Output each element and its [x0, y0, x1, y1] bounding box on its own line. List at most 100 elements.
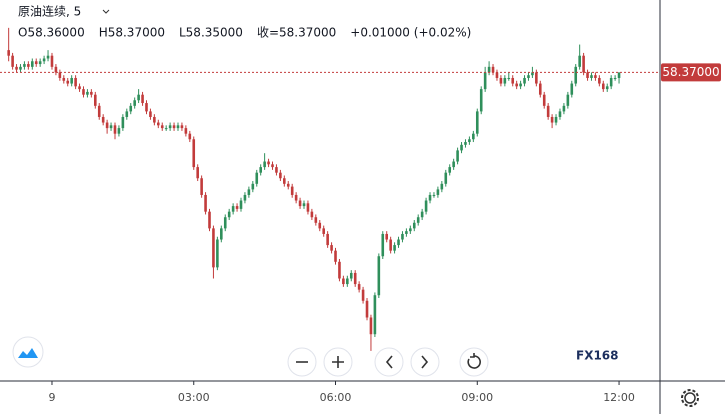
- candle-body: [401, 233, 404, 240]
- candle-body: [157, 122, 160, 126]
- candle-body: [82, 89, 85, 95]
- candle-body: [263, 161, 266, 168]
- candle-body: [562, 105, 566, 112]
- candle-body: [54, 66, 58, 73]
- settings[interactable]: [681, 389, 699, 407]
- candle-body: [389, 239, 392, 251]
- candle-body: [605, 86, 609, 90]
- price-tag: [661, 63, 721, 82]
- candle-body: [255, 172, 259, 184]
- chart-title: 原油连续, 5: [18, 4, 81, 19]
- candle-body: [74, 77, 77, 87]
- candle-body: [361, 289, 365, 301]
- candle-body: [570, 83, 574, 95]
- reset[interactable]: [459, 347, 489, 377]
- scroll-right[interactable]: [410, 347, 440, 377]
- candle-body: [113, 125, 117, 134]
- candle-body: [527, 75, 530, 78]
- candle-body: [519, 83, 522, 87]
- candle-body: [511, 77, 515, 84]
- candle-body: [46, 55, 50, 59]
- candle-body: [164, 128, 168, 130]
- ohlc-value: O58.36000: [18, 26, 85, 40]
- zoom-out[interactable]: [287, 347, 317, 377]
- candle-body: [283, 178, 286, 184]
- x-tick-label: 03:00: [178, 391, 210, 404]
- candle-body: [306, 203, 310, 212]
- candle-body: [405, 231, 408, 234]
- candle-body: [475, 111, 479, 134]
- candle-body: [609, 77, 613, 87]
- candle-body: [460, 144, 463, 151]
- candle-body: [176, 125, 180, 129]
- candle-body: [491, 66, 495, 73]
- candle-body: [90, 91, 93, 95]
- candle-body: [137, 94, 140, 101]
- candle-body: [267, 161, 270, 165]
- candle-body: [574, 66, 578, 84]
- candle-body: [535, 72, 538, 84]
- candle-body: [19, 66, 22, 70]
- candle-body: [117, 128, 121, 134]
- candle-body: [204, 194, 207, 212]
- candle-body: [416, 217, 420, 223]
- candle-body: [314, 217, 318, 223]
- candle-body: [38, 61, 42, 65]
- candle-body: [212, 228, 215, 268]
- zoom-in[interactable]: [323, 347, 353, 377]
- candle-body: [420, 211, 424, 218]
- candle-body: [472, 133, 475, 140]
- candle-body: [550, 116, 554, 123]
- candle-body: [188, 133, 192, 140]
- candle-body: [279, 172, 282, 179]
- candle-body: [448, 167, 452, 173]
- candle-body: [271, 164, 274, 168]
- candle-body: [432, 194, 436, 196]
- candle-body: [290, 186, 294, 195]
- plot: [0, 27, 660, 351]
- candle-body: [558, 111, 562, 117]
- candle-body: [168, 125, 172, 129]
- candle-body: [601, 83, 605, 90]
- candle-body: [456, 150, 459, 162]
- ohlc-value: +0.01000 (+0.02%): [350, 26, 471, 40]
- candle-body: [586, 72, 589, 78]
- series-button[interactable]: [12, 336, 44, 368]
- ohlc-info: O58.36000 H58.37000 L58.35000 收=58.37000 +0.…: [18, 26, 471, 40]
- x-tick-label: 9: [48, 391, 55, 404]
- candle-body: [27, 64, 30, 67]
- candle-body: [479, 89, 483, 112]
- candle-body: [554, 116, 558, 123]
- series-icon: [18, 348, 38, 358]
- candle-body: [34, 61, 38, 65]
- candle-body: [444, 172, 448, 184]
- candle-body: [192, 139, 196, 168]
- candle-body: [180, 125, 184, 129]
- candle-body: [275, 167, 278, 173]
- ohlc-value: L58.35000: [179, 26, 243, 40]
- scroll-left[interactable]: [374, 347, 404, 377]
- candle-body: [338, 261, 341, 279]
- candle-body: [145, 103, 148, 112]
- candle-body: [133, 100, 136, 106]
- candle-body: [468, 139, 471, 143]
- candle-body: [598, 77, 601, 84]
- candle-body: [373, 295, 377, 335]
- candle-body: [349, 272, 353, 279]
- candle-body: [141, 94, 144, 104]
- x-axis: 9 03:00 06:00 09:00 12:00: [48, 381, 635, 404]
- candle-body: [286, 183, 290, 187]
- ohlc-value: H58.37000: [99, 26, 165, 40]
- dropdown[interactable]: [102, 9, 110, 14]
- candle-body: [326, 233, 329, 246]
- candle-body: [542, 94, 546, 106]
- candle-body: [105, 122, 109, 129]
- candle-body: [590, 75, 593, 78]
- candle-body: [353, 272, 357, 285]
- candle-body: [149, 111, 152, 117]
- candle-body: [86, 91, 89, 95]
- candle-body: [346, 278, 349, 285]
- candle-body: [184, 128, 188, 134]
- candle-body: [23, 64, 26, 67]
